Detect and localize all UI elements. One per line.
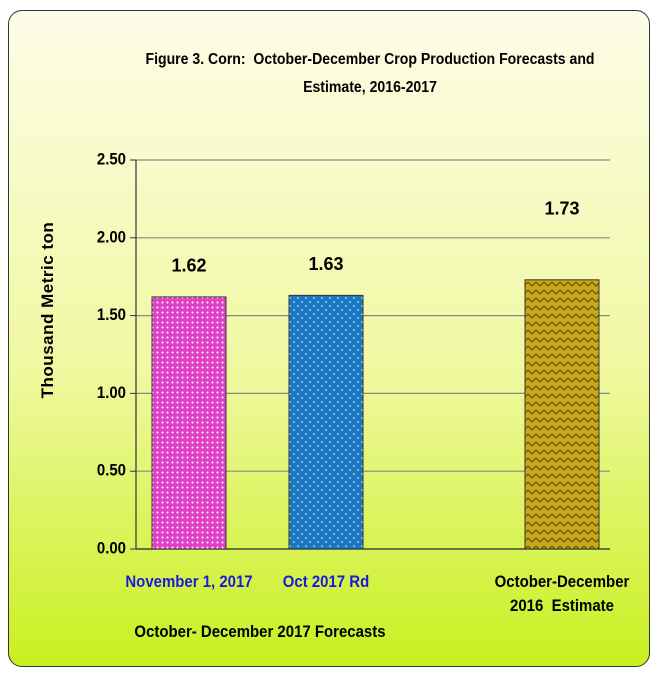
y-tick-label: 1.00 (97, 384, 126, 402)
value-label: 1.62 (171, 256, 206, 276)
y-tick-label: 0.00 (97, 540, 126, 558)
x-tick-label: October-December 2016 Estimate (494, 572, 634, 615)
x-tick-label: Oct 2017 Rd (282, 572, 370, 591)
chart-title: Figure 3. Corn: October-December Crop Pr… (145, 51, 599, 96)
value-label: 1.63 (308, 254, 343, 274)
y-tick-label: 2.00 (97, 228, 126, 246)
bar (151, 296, 227, 550)
x-tick-label: November 1, 2017 (125, 572, 253, 591)
y-axis-label: Thousand Metric ton (38, 221, 57, 399)
y-tick-label: 2.50 (97, 151, 126, 169)
bar (288, 294, 364, 550)
y-tick-label: 1.50 (97, 306, 126, 324)
bar (524, 279, 600, 550)
value-label: 1.73 (544, 199, 579, 219)
y-tick-label: 0.50 (97, 462, 126, 480)
group-label: October- December 2017 Forecasts (134, 622, 386, 641)
